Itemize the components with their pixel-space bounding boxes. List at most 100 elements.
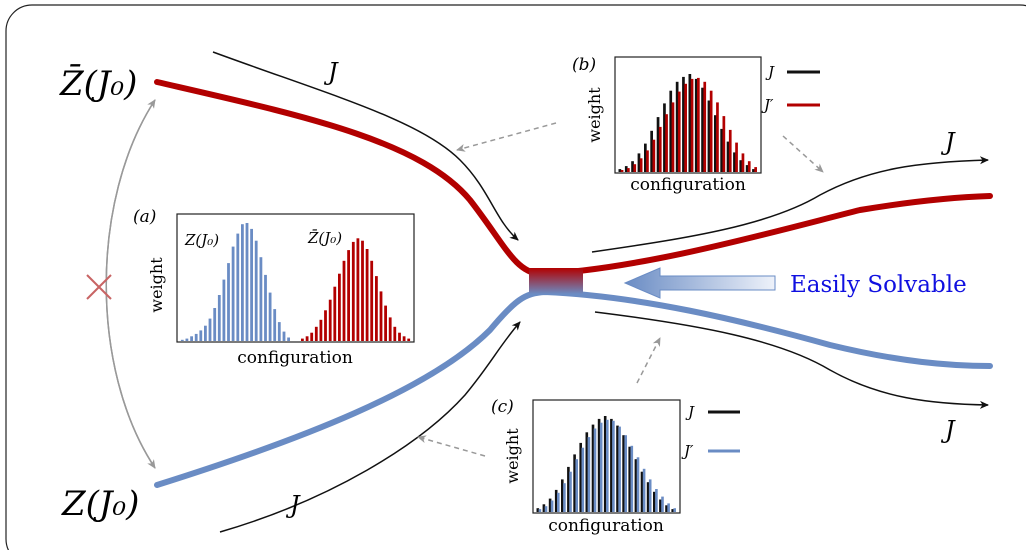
dashed-arrow-b-left xyxy=(456,122,557,152)
panel-a-red-bar xyxy=(351,241,355,341)
panel-b-j-bar xyxy=(624,166,628,172)
panel-b-j-bar xyxy=(707,100,711,172)
panel-c-tag: (c) xyxy=(491,397,514,417)
panel-b-jp-bar xyxy=(690,78,694,172)
j-arrow-bottom-left xyxy=(219,321,521,533)
panel-b-j-bar xyxy=(752,169,755,172)
panel-c-j-bar xyxy=(616,425,619,512)
panel-a-red-bar xyxy=(338,273,341,341)
panel-b-jp-bar xyxy=(754,167,757,172)
panel-c-j-bar xyxy=(536,508,540,512)
panel-b-jp-bar xyxy=(671,102,675,172)
panel-b-jp-bar xyxy=(646,150,649,172)
panel-b-jp-bar xyxy=(620,170,624,172)
panel-c-jp-bar xyxy=(581,447,585,512)
panel-a-red-bar xyxy=(375,276,378,341)
panel-c-jp-bar xyxy=(544,506,548,512)
panel-b-xlabel: configuration xyxy=(630,175,746,195)
panel-b-tag: (b) xyxy=(572,55,596,75)
panel-c-j-bar xyxy=(665,505,668,512)
j-top-label: J xyxy=(323,58,339,86)
panel-a-ylabel: weight xyxy=(147,257,166,313)
panel-a-red-bar xyxy=(398,332,401,341)
panel-a-blue-label: Z(J₀) xyxy=(184,231,219,249)
panel-b-jp-bar xyxy=(747,161,751,172)
panel-a-red-bar xyxy=(402,336,406,341)
panel-a-blue-bar xyxy=(236,233,240,341)
panel-c-jp-bar xyxy=(593,428,597,512)
panel-c-jp-bar xyxy=(673,508,676,512)
panel-c-jp-bar xyxy=(636,457,640,512)
panel-b-j-bar xyxy=(682,76,685,172)
panel-c-j-bar xyxy=(561,479,564,512)
panel-c: (c) weight configuration J J′ xyxy=(491,397,740,536)
panel-c-jp-bar xyxy=(557,492,560,512)
panel-c-jp-bar xyxy=(618,426,621,512)
panel-b-jp-bar xyxy=(633,164,637,172)
panel-c-legend-jp-label: J′ xyxy=(681,442,694,460)
panel-a-red-bar xyxy=(324,310,327,341)
dashed-arrow-c-left xyxy=(417,435,486,457)
panel-c-j-bar xyxy=(573,454,576,512)
easily-solvable-label: Easily Solvable xyxy=(790,272,967,298)
panel-c-jp-bar xyxy=(630,445,634,512)
panel-a-tag: (a) xyxy=(133,207,156,227)
panel-a-blue-bar xyxy=(185,338,189,341)
panel-a-blue-bar xyxy=(282,331,286,341)
panel-b-bars xyxy=(618,74,757,172)
panel-b-j-bar xyxy=(669,90,673,172)
panel-c-j-bar xyxy=(603,416,607,512)
panel-c-jp-bar xyxy=(606,419,609,512)
panel-c-ylabel: weight xyxy=(503,428,522,484)
panel-b-jp-bar xyxy=(703,81,707,172)
panel-c-j-bar xyxy=(591,424,595,512)
panel-a-red-label: Z̄(J₀) xyxy=(307,229,342,247)
panel-b-jp-bar xyxy=(709,90,713,172)
panel-b-jp-bar xyxy=(728,129,732,172)
j-arrow-right-top xyxy=(591,156,989,253)
j-bottom-label: J xyxy=(285,491,301,519)
panel-b-jp-bar xyxy=(652,139,656,172)
panel-a-blue-bar xyxy=(231,246,235,341)
z-bottom-label: Z(J₀) xyxy=(61,484,139,524)
j-right-top-label: J xyxy=(940,128,956,156)
panel-a-blue-bar xyxy=(194,333,198,341)
panel-b-j-bar xyxy=(644,143,647,172)
j-arrow-right-bottom xyxy=(594,311,989,409)
panel-a: (a) weight configuration Z(J₀) Z̄(J₀) xyxy=(133,207,415,368)
panel-b-j-bar xyxy=(726,141,730,172)
zbar-top-label: Z̄(J₀) xyxy=(59,63,137,104)
panel-c-j-bar xyxy=(610,418,613,512)
panel-c-legend-j-label: J xyxy=(685,403,695,421)
panel-a-blue-bar xyxy=(241,224,244,341)
panel-c-j-bar xyxy=(646,482,650,512)
panel-c-j-bar xyxy=(585,432,589,512)
panel-b-jp-bar xyxy=(722,116,726,172)
panel-a-red-bar xyxy=(370,260,374,341)
dashed-arrow-b-right xyxy=(782,135,824,173)
panel-c-j-bar xyxy=(542,504,546,512)
panel-a-red-bar xyxy=(301,338,304,341)
panel-c-jp-bar xyxy=(563,483,566,512)
panel-c-jp-bar xyxy=(661,496,664,512)
panel-b-legend-j-label: J xyxy=(765,63,775,81)
panel-b-j-bar xyxy=(745,165,749,172)
panel-c-j-bar xyxy=(653,491,656,512)
neck-region xyxy=(529,268,583,294)
panel-b-ylabel: weight xyxy=(585,87,604,143)
panel-c-j-bar xyxy=(567,466,570,512)
panel-a-blue-bar xyxy=(180,339,184,341)
panel-b-j-bar xyxy=(631,161,634,172)
panel-a-blue-bar xyxy=(268,292,272,341)
panel-a-blue-bar xyxy=(250,228,253,341)
panel-b-jp-bar xyxy=(677,91,681,172)
panel-a-blue-bar xyxy=(254,240,258,341)
panel-b-j-bar xyxy=(739,160,743,172)
panel-a-xlabel: configuration xyxy=(237,348,353,368)
panel-a-red-bar xyxy=(393,326,397,341)
panel-b-j-bar xyxy=(720,128,723,172)
panel-c-jp-bar xyxy=(550,500,554,512)
panel-b-jp-bar xyxy=(716,102,719,172)
